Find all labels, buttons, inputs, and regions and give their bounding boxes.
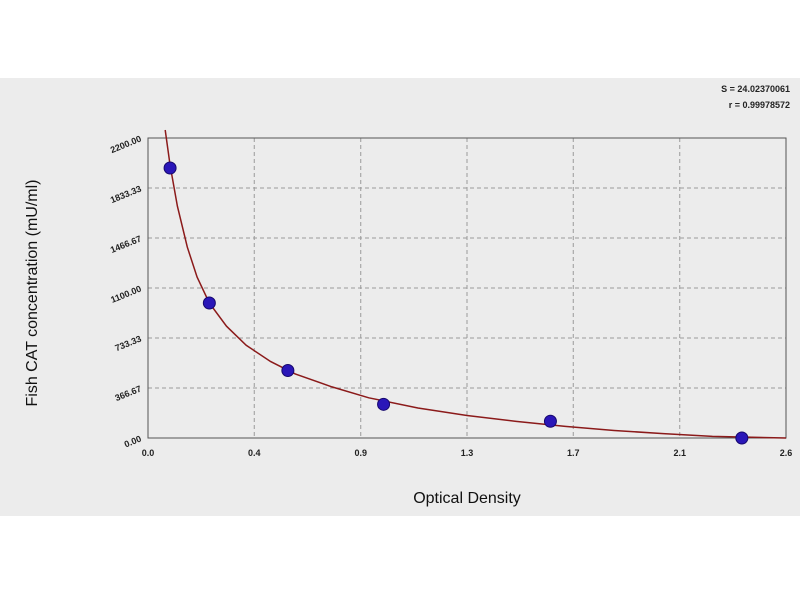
y-tick-label: 366.67 [113, 384, 142, 404]
y-tick-label: 1100.00 [109, 284, 142, 305]
x-tick-label: 2.6 [780, 448, 793, 458]
chart: 0.0 0.4 0.9 1.3 1.7 2.1 2.6 0.00 366.67 733.33 11… [24, 84, 793, 507]
data-point [281, 364, 295, 377]
x-tick-label: 0.9 [354, 448, 367, 458]
y-axis-ticks: 0.00 366.67 733.33 1100.00 1466.67 1833.33 220… [109, 134, 143, 450]
x-tick-label: 1.7 [567, 448, 580, 458]
data-point [163, 161, 177, 175]
y-tick-label: 1466.67 [109, 234, 143, 255]
fit-curve [164, 129, 787, 439]
y-tick-label: 0.00 [123, 434, 143, 450]
x-tick-label: 2.1 [673, 448, 686, 458]
y-tick-label: 1833.33 [109, 184, 143, 205]
data-point [202, 296, 216, 310]
plot-frame [147, 137, 787, 439]
data-point [377, 397, 391, 411]
x-tick-label: 0.4 [248, 448, 261, 458]
x-axis-label: Optical Density [413, 490, 521, 507]
grid-lines [148, 138, 786, 438]
y-tick-label: 733.33 [113, 334, 142, 354]
data-point [543, 414, 557, 428]
chart-panel: 0.0 0.4 0.9 1.3 1.7 2.1 2.6 0.00 366.67 733.33 11… [0, 78, 800, 516]
y-tick-label: 2200.00 [109, 134, 143, 155]
fit-stat-r: r = 0.99978572 [729, 100, 790, 110]
data-point [735, 431, 749, 445]
y-axis-label: Fish CAT concentration (mU/ml) [24, 179, 41, 406]
x-tick-label: 1.3 [461, 448, 474, 458]
fit-stat-s: S = 24.02370061 [721, 84, 790, 94]
x-axis-ticks: 0.0 0.4 0.9 1.3 1.7 2.1 2.6 [142, 448, 793, 458]
x-tick-label: 0.0 [142, 448, 155, 458]
data-points [163, 161, 749, 445]
